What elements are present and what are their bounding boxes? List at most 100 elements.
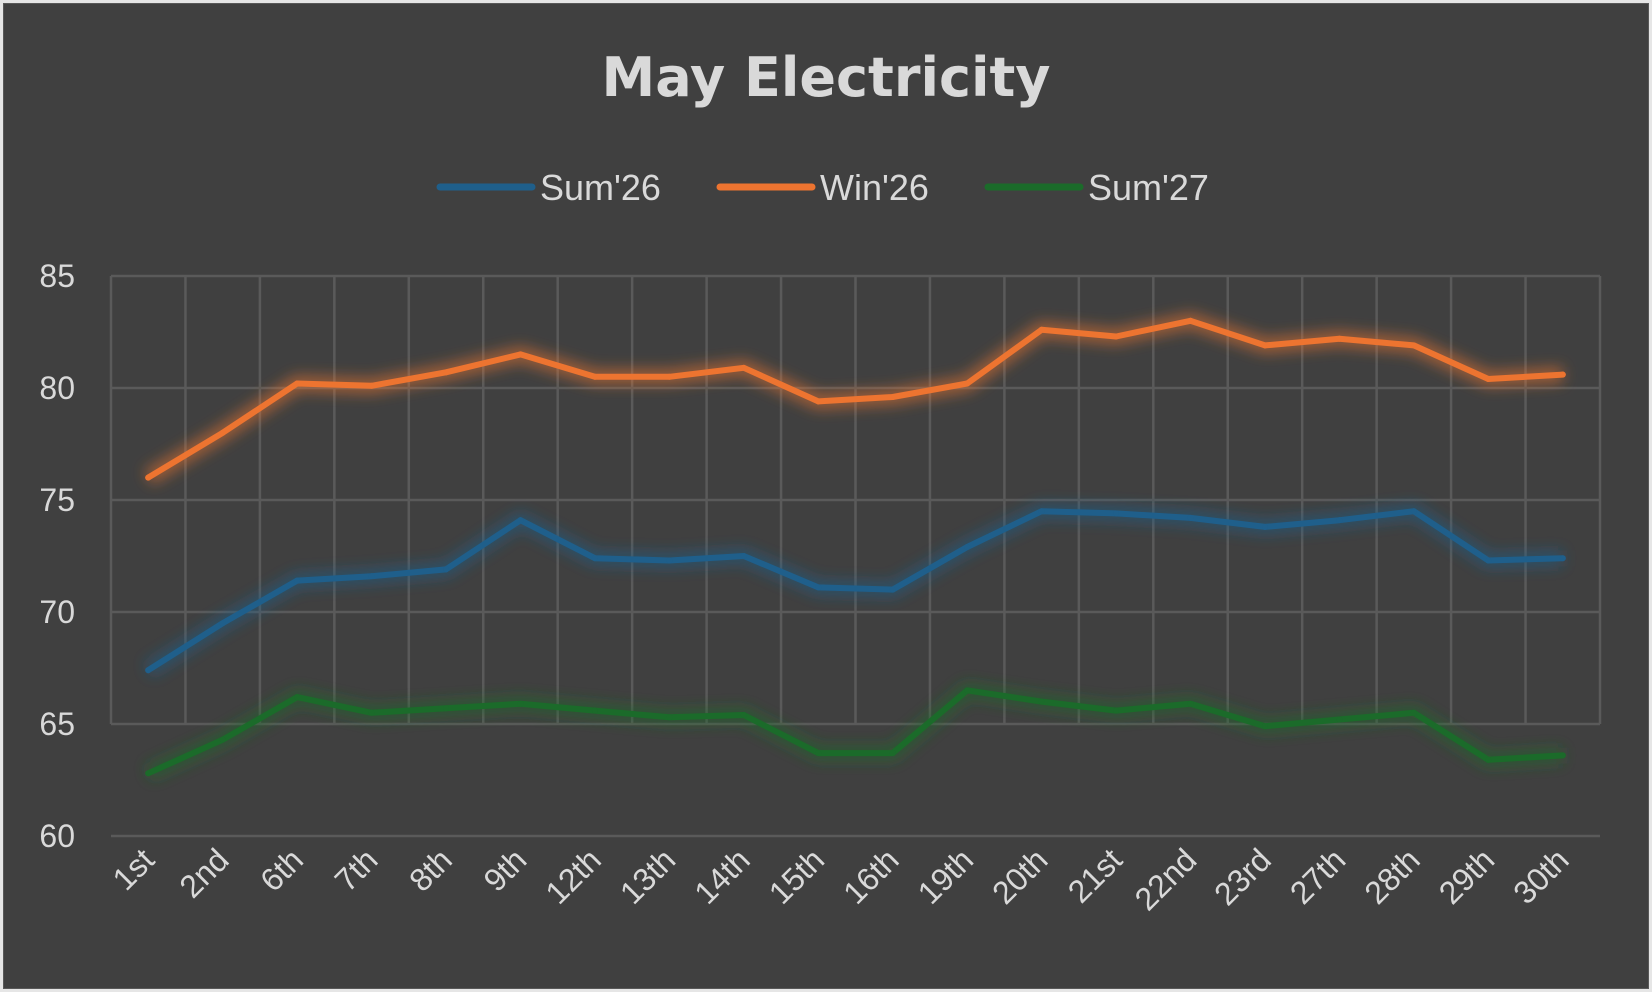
legend-label: Sum'27 — [1088, 167, 1209, 208]
data-point — [1559, 371, 1566, 378]
data-point — [1336, 517, 1343, 524]
y-tick-label: 75 — [39, 482, 75, 518]
data-point — [740, 553, 747, 559]
plot-area — [143, 312, 1566, 781]
data-point — [219, 620, 226, 627]
data-point — [294, 577, 301, 584]
data-point — [368, 709, 375, 716]
series-line — [145, 687, 1566, 777]
data-point — [517, 700, 524, 707]
data-point — [1485, 376, 1492, 383]
x-tick-label: 19th — [911, 841, 980, 910]
x-tick-label: 12th — [538, 841, 607, 910]
data-point — [1187, 514, 1194, 521]
legend-label: Win'26 — [820, 167, 929, 208]
data-point — [443, 369, 450, 376]
x-tick-label: 22nd — [1128, 841, 1204, 917]
data-point — [1410, 342, 1417, 349]
series-line — [145, 508, 1566, 674]
data-point — [1485, 756, 1492, 763]
data-point — [517, 517, 524, 524]
series-line — [145, 317, 1566, 481]
data-point — [1113, 510, 1120, 517]
x-axis-tick-labels: 1st 2nd 6th 7th 8th 9th 12th 13th 14th 15th 16th 19… — [106, 841, 1576, 917]
y-tick-label: 70 — [39, 594, 75, 630]
data-point — [517, 351, 524, 358]
chart-area — [3, 3, 1649, 989]
x-tick-label: 15th — [762, 841, 831, 910]
data-point — [1559, 555, 1566, 562]
data-point — [1485, 557, 1492, 564]
data-point — [1559, 752, 1566, 759]
y-axis-tick-labels: 60 65 70 75 80 85 — [39, 258, 75, 854]
data-point — [1410, 709, 1417, 716]
data-point — [740, 712, 747, 719]
data-point — [591, 373, 598, 380]
data-point — [1113, 333, 1120, 340]
x-tick-label: 29th — [1432, 841, 1501, 910]
data-point — [591, 707, 598, 714]
data-point — [889, 586, 896, 593]
data-point — [889, 750, 896, 757]
data-point — [294, 694, 301, 701]
data-point — [740, 364, 747, 371]
x-tick-label: 1st — [106, 841, 162, 897]
x-tick-label: 14th — [687, 841, 756, 910]
data-point — [666, 714, 673, 721]
legend: Sum'26 Win'26 Sum'27 — [436, 167, 1209, 208]
data-point — [368, 573, 375, 580]
data-point — [815, 750, 822, 757]
data-point — [219, 736, 226, 743]
data-point — [219, 429, 226, 436]
data-point — [1261, 723, 1268, 730]
data-point — [1336, 335, 1343, 342]
data-point — [1261, 523, 1268, 530]
x-tick-label: 28th — [1357, 841, 1426, 910]
x-tick-label: 8th — [402, 841, 459, 898]
data-point — [1113, 707, 1120, 714]
data-point — [368, 382, 375, 389]
x-tick-label: 9th — [477, 841, 534, 898]
y-tick-label: 65 — [39, 706, 75, 742]
data-point — [145, 667, 152, 674]
data-point — [1336, 716, 1343, 723]
data-point — [145, 770, 152, 777]
y-tick-label: 60 — [39, 818, 75, 854]
data-point — [1261, 342, 1268, 349]
x-tick-label: 6th — [253, 841, 310, 898]
data-point — [1038, 508, 1045, 515]
data-point — [443, 566, 450, 573]
data-point — [889, 393, 896, 400]
x-tick-label: 23rd — [1207, 841, 1278, 912]
x-tick-label: 21st — [1061, 841, 1129, 909]
legend-label: Sum'26 — [540, 167, 661, 208]
data-point — [815, 398, 822, 405]
data-point — [964, 544, 971, 551]
data-point — [294, 380, 301, 387]
data-point — [1187, 317, 1194, 324]
data-point — [666, 373, 673, 380]
data-point — [1410, 508, 1417, 515]
y-tick-label: 80 — [39, 370, 75, 406]
data-point — [815, 584, 822, 591]
data-point — [1187, 700, 1194, 707]
x-tick-label: 13th — [613, 841, 682, 910]
x-tick-label: 30th — [1506, 841, 1575, 910]
x-tick-label: 2nd — [172, 841, 235, 904]
gridlines — [109, 274, 1602, 838]
data-point — [591, 555, 598, 562]
data-point — [964, 687, 971, 694]
data-point — [1038, 326, 1045, 333]
data-point — [964, 380, 971, 387]
chart-title: May Electricity — [601, 46, 1050, 109]
x-tick-label: 27th — [1283, 841, 1352, 910]
data-point — [145, 474, 152, 481]
data-point — [443, 705, 450, 712]
x-tick-label: 16th — [836, 841, 905, 910]
x-tick-label: 7th — [328, 841, 385, 898]
x-tick-label: 20th — [985, 841, 1054, 910]
data-point — [666, 557, 673, 564]
y-tick-label: 85 — [39, 258, 75, 294]
data-point — [1038, 698, 1045, 705]
